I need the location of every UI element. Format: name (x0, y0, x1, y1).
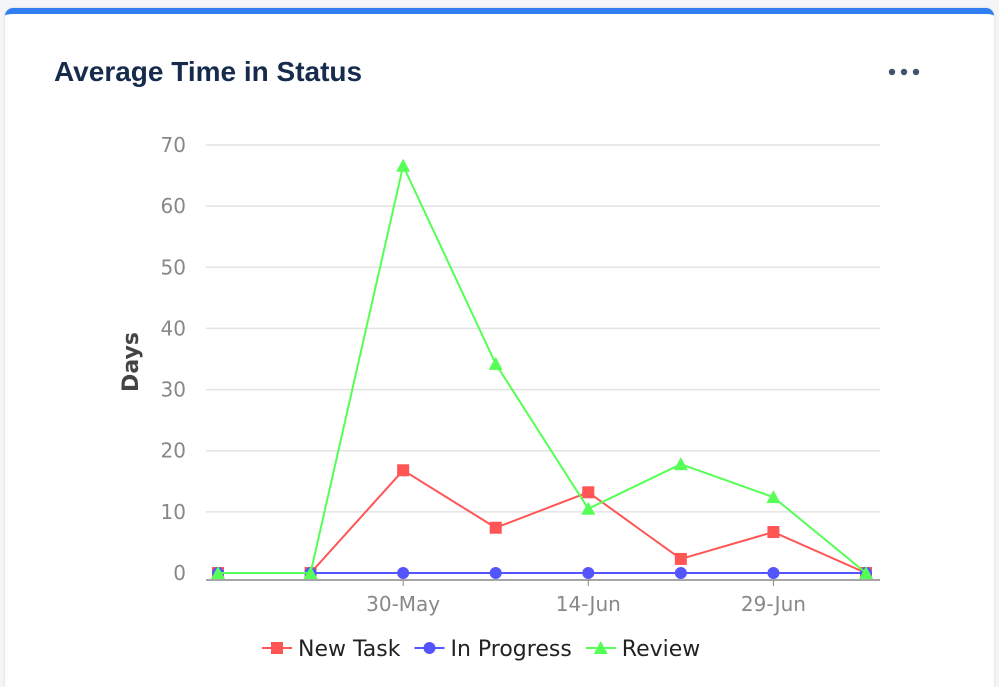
marker (593, 641, 608, 654)
y-tick-label: 30 (161, 378, 186, 402)
marker (303, 566, 318, 579)
series-line (218, 162, 867, 574)
marker (766, 490, 781, 504)
y-tick-label: 0 (173, 561, 186, 585)
marker (397, 567, 410, 579)
marker (396, 158, 411, 172)
x-tick-label: 29-Jun (741, 592, 806, 616)
legend-label: New Task (298, 637, 401, 662)
marker (582, 486, 595, 499)
y-tick-label: 70 (161, 133, 186, 157)
x-tick-label: 14-Jun (556, 592, 621, 616)
marker (581, 501, 596, 515)
y-tick-label: 40 (161, 316, 186, 340)
marker (271, 642, 283, 654)
marker (423, 642, 436, 654)
marker (673, 457, 688, 471)
marker (674, 552, 687, 565)
marker (767, 567, 780, 579)
y-tick-label: 50 (161, 255, 186, 279)
series-line (218, 468, 867, 574)
x-tick-label: 30-May (366, 592, 440, 616)
y-axis-label: Days (119, 332, 144, 392)
y-tick-label: 20 (161, 439, 186, 463)
marker (489, 521, 502, 534)
marker (859, 566, 873, 579)
card-title: Average Time in Status (54, 56, 363, 87)
marker (397, 464, 410, 477)
marker (488, 356, 503, 370)
marker (582, 567, 595, 579)
marker (489, 567, 502, 579)
marker (767, 526, 780, 539)
y-tick-label: 10 (161, 500, 186, 524)
marker (211, 566, 225, 579)
more-menu[interactable] (887, 66, 923, 78)
legend-label: In Progress (450, 637, 571, 662)
marker (674, 567, 687, 579)
y-tick-label: 60 (161, 194, 186, 218)
legend-label: Review (622, 637, 701, 662)
